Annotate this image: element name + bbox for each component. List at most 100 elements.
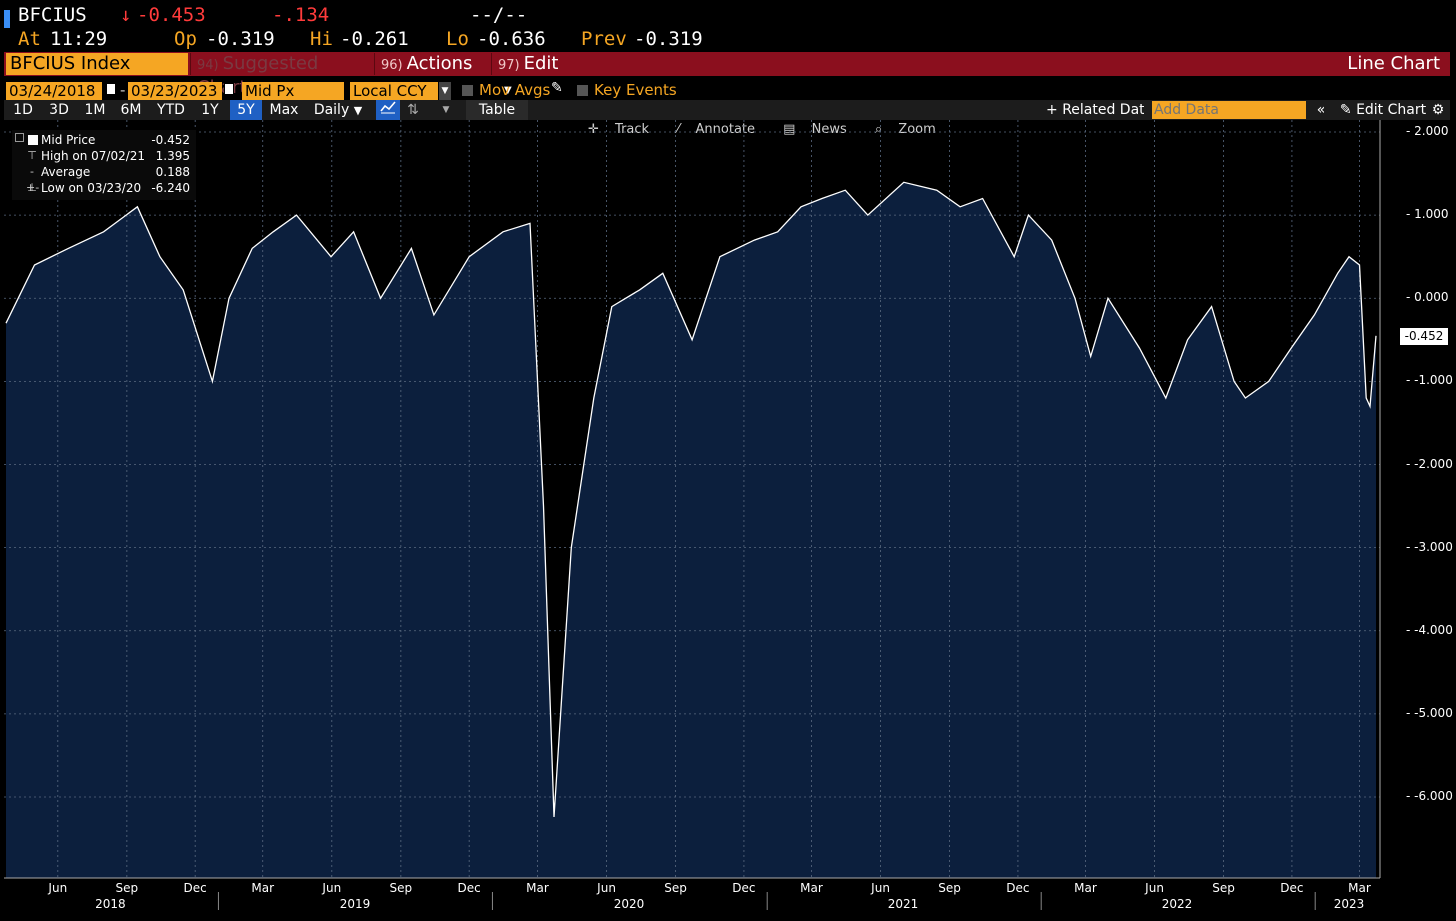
track-tool[interactable]: ✛ Track — [588, 122, 661, 137]
currency-select[interactable]: Local CCY — [350, 82, 438, 100]
caret-down-icon: ▼ — [504, 85, 512, 96]
related-data-button[interactable]: + Related Data — [1046, 100, 1144, 120]
prev-value: -0.319 — [634, 28, 703, 50]
actions-num: 96) — [381, 58, 403, 73]
chart-style-dropdown-icon[interactable]: ▼ — [442, 105, 450, 115]
chart-tools: ✛ Track ⁄ Annotate ▤ News ⌕ Zoom — [588, 122, 960, 140]
chart-area[interactable]: Jun Sep Dec Mar Jun Sep Dec Mar Jun Sep Dec Mar Jun S… — [0, 120, 1456, 921]
news-tool[interactable]: ▤ News — [783, 122, 859, 137]
legend-low-value: -6.240 — [151, 181, 190, 195]
end-date-field[interactable]: 03/23/2023 — [128, 82, 222, 100]
legend-low-label: Low on 03/23/20 — [41, 181, 142, 195]
bar-chart-icon[interactable]: ⇅ — [407, 102, 419, 118]
high-label: Hi — [310, 28, 333, 50]
net-change: -.134 — [272, 4, 330, 26]
legend-mid-label: Mid Price — [41, 133, 96, 147]
y-tick-label: - 2.000 — [1406, 124, 1449, 138]
quote-row: BFCIUS ↓ -0.453 -.134 --/-- — [0, 4, 1456, 28]
magnifier-icon: ⌕ — [874, 122, 883, 137]
key-events-checkbox[interactable] — [577, 85, 588, 96]
y-tick-label: - -5.000 — [1406, 705, 1453, 720]
zoom-tool[interactable]: ⌕ Zoom — [875, 122, 948, 137]
actions-button[interactable]: 96)Actions ▼ — [374, 53, 490, 96]
x-tick-label: Dec — [184, 881, 207, 895]
range-1d[interactable]: 1D — [13, 102, 33, 118]
range-5y[interactable]: 5Y — [230, 100, 262, 120]
gear-icon[interactable]: ⚙ — [1431, 102, 1445, 118]
down-arrow-icon: ↓ — [120, 4, 132, 26]
table-button[interactable]: Table — [466, 100, 528, 120]
start-date-field[interactable]: 03/24/2018 — [6, 82, 102, 100]
security-field[interactable]: BFCIUS Index — [6, 53, 188, 75]
pencil-icon[interactable]: ✎ — [551, 80, 563, 96]
key-events-label: Key Events — [594, 81, 677, 99]
range-1y[interactable]: 1Y — [201, 102, 219, 118]
last-price: -0.453 — [137, 4, 206, 26]
x-tick-label: Mar — [1348, 881, 1371, 895]
y-tick-label: - 0.000 — [1406, 290, 1449, 305]
open-label: Op — [174, 28, 197, 50]
range-bar: 1D 3D 1M 6M YTD 1Y 5Y Max Daily ▼ ⇅ ▼ Ta… — [4, 100, 1450, 120]
calendar-icon[interactable] — [106, 83, 116, 95]
annotate-label: Annotate — [695, 122, 756, 137]
legend-high-value: 1.395 — [155, 149, 190, 163]
pencil-icon: ✎ — [1339, 102, 1352, 118]
chart-type-label: Line Chart — [1347, 53, 1440, 74]
ticker-tag-icon — [4, 10, 10, 28]
mov-avgs-checkbox[interactable] — [462, 85, 473, 96]
range-ytd[interactable]: YTD — [157, 102, 185, 118]
frequency-label: Daily — [313, 102, 350, 118]
x-tick-label: Jun — [47, 881, 67, 895]
ohlc-row: At 11:29 Op -0.319 Hi -0.261 Lo -0.636 P… — [0, 28, 1456, 52]
at-label: At — [18, 28, 41, 50]
low-label: Lo — [446, 28, 469, 50]
x-tick-label: Dec — [732, 881, 755, 895]
range-1m[interactable]: 1M — [84, 102, 106, 118]
y-tick-label: - 1.000 — [1406, 207, 1449, 222]
y-tick-label: - -4.000 — [1406, 622, 1453, 637]
x-tick-label: Sep — [116, 881, 139, 895]
line-chart-icon[interactable] — [376, 100, 400, 120]
x-tick-label: Jun — [870, 881, 890, 895]
series-swatch-icon — [28, 135, 38, 145]
actions-label: Actions — [406, 53, 473, 74]
legend-collapse-icon[interactable] — [15, 133, 24, 142]
annotate-tool[interactable]: ⁄ Annotate — [677, 122, 767, 137]
x-tick-label: Jun — [596, 881, 616, 895]
suggested-charts-button[interactable]: 94)Suggested Charts — [190, 53, 374, 98]
x-tick-label: Dec — [1280, 881, 1303, 895]
range-6m[interactable]: 6M — [120, 102, 142, 118]
field-select[interactable]: Mid Px — [242, 82, 344, 100]
suggested-num: 94) — [197, 58, 219, 73]
plus-icon: + — [1046, 102, 1058, 118]
x-tick-label: Jun — [321, 881, 341, 895]
frequency-select[interactable]: Daily ▼ — [308, 100, 368, 120]
x-tick-label: Sep — [938, 881, 961, 895]
calendar-icon[interactable] — [224, 83, 234, 95]
year-label: 2021 — [888, 897, 919, 911]
edit-chart-button[interactable]: ✎ Edit Chart — [1336, 100, 1430, 120]
average-marker-icon: -+- — [26, 165, 40, 194]
x-tick-label: Sep — [1212, 881, 1235, 895]
high-value: -0.261 — [340, 28, 409, 50]
legend-high-label: High on 07/02/21 — [41, 149, 146, 163]
x-tick-label: Dec — [458, 881, 481, 895]
add-data-input[interactable] — [1152, 101, 1306, 119]
mov-avgs-label: Mov Avgs — [479, 81, 551, 99]
range-max[interactable]: Max — [269, 102, 299, 118]
open-value: -0.319 — [206, 28, 275, 50]
range-3d[interactable]: 3D — [49, 102, 69, 118]
news-label: News — [811, 122, 847, 137]
bid-ask: --/-- — [470, 4, 528, 26]
edit-button[interactable]: 97) Edit ▼ — [491, 53, 577, 96]
currency-dropdown-icon[interactable]: ▼ — [439, 82, 451, 100]
collapse-icon[interactable]: « — [1316, 102, 1326, 118]
last-value-label: -0.452 — [1400, 328, 1448, 345]
prev-label: Prev — [581, 28, 627, 50]
legend-avg-label: Average — [41, 165, 91, 179]
legend: Mid Price -0.452 ⊤ High on 07/02/21 1.39… — [12, 130, 196, 200]
ticker[interactable]: BFCIUS — [18, 4, 87, 26]
year-label: 2018 — [95, 897, 126, 911]
edit-label: Edit — [523, 53, 559, 74]
legend-avg-value: 0.188 — [155, 165, 190, 179]
